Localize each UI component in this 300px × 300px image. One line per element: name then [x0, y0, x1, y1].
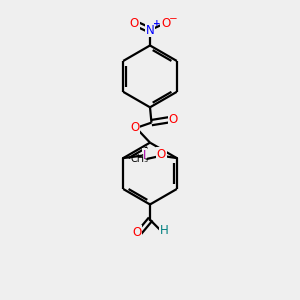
Text: O: O — [130, 17, 139, 30]
Text: O: O — [161, 17, 170, 30]
Text: H: H — [160, 224, 169, 238]
Text: O: O — [130, 122, 139, 134]
Text: O: O — [157, 148, 166, 161]
Text: O: O — [169, 113, 178, 126]
Text: I: I — [143, 149, 146, 162]
Text: N: N — [146, 24, 154, 37]
Text: −: − — [169, 14, 177, 24]
Text: +: + — [153, 19, 160, 28]
Text: O: O — [132, 226, 141, 239]
Text: CH₃: CH₃ — [130, 154, 149, 164]
